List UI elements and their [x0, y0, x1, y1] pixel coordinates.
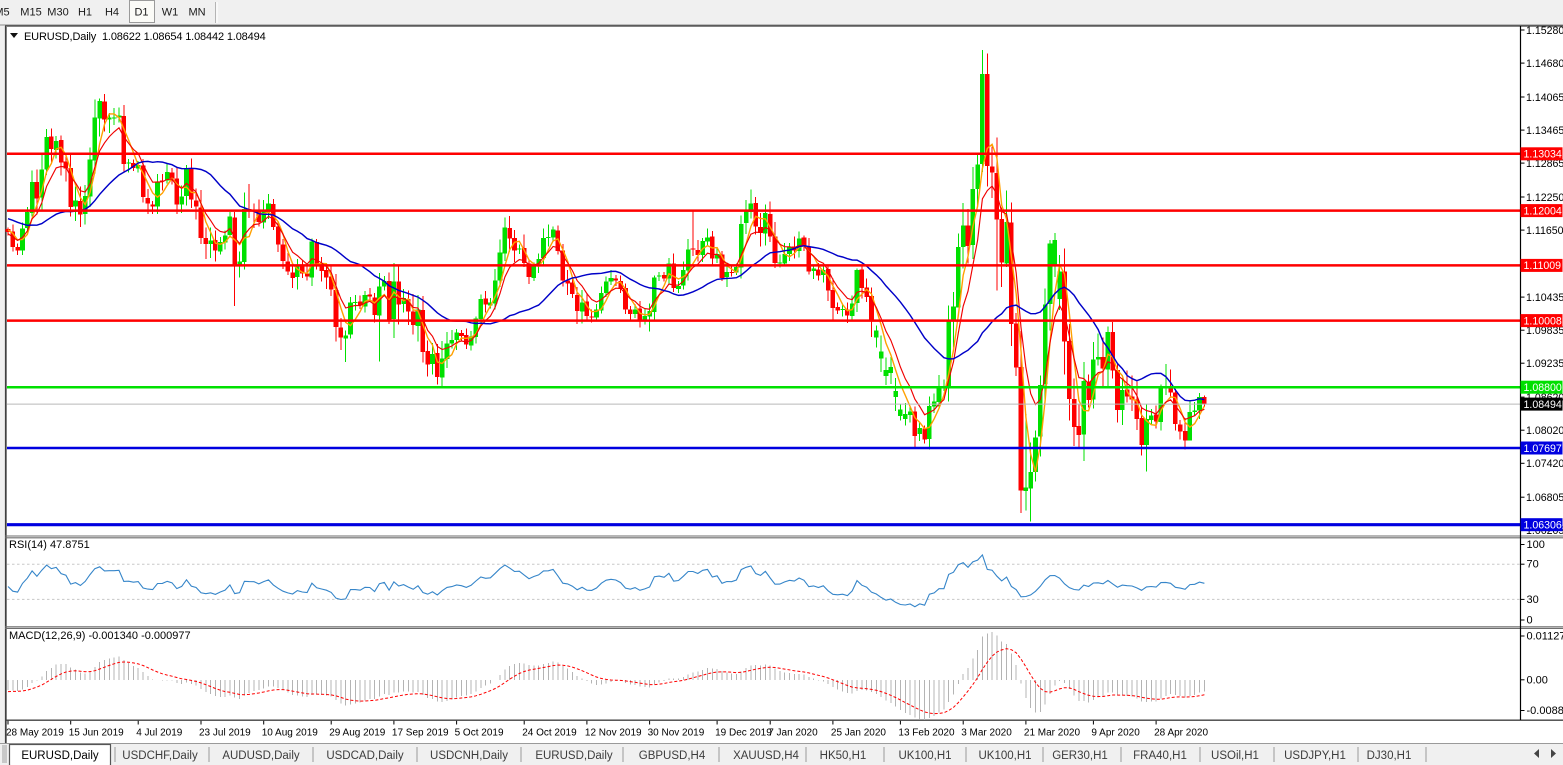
svg-text:USDJPY,H1: USDJPY,H1 — [1284, 750, 1346, 762]
svg-text:19 Dec 2019: 19 Dec 2019 — [715, 728, 772, 739]
svg-text:0: 0 — [1527, 615, 1533, 627]
svg-text:12 Nov 2019: 12 Nov 2019 — [585, 728, 642, 739]
svg-text:7 Jan 2020: 7 Jan 2020 — [768, 728, 818, 739]
svg-text:USDCNH,Daily: USDCNH,Daily — [430, 750, 508, 762]
svg-text:5 Oct 2019: 5 Oct 2019 — [455, 728, 504, 739]
svg-text:-0.008845: -0.008845 — [1527, 705, 1563, 717]
svg-text:1.07420: 1.07420 — [1526, 458, 1563, 470]
svg-text:USOil,H1: USOil,H1 — [1211, 750, 1259, 762]
svg-text:H1: H1 — [78, 7, 92, 19]
svg-text:HK50,H1: HK50,H1 — [820, 750, 867, 762]
svg-text:1.06805: 1.06805 — [1526, 492, 1563, 504]
svg-text:100: 100 — [1527, 539, 1545, 551]
svg-text:1.08494: 1.08494 — [1524, 399, 1562, 411]
svg-text:1.14065: 1.14065 — [1526, 92, 1563, 104]
svg-text:17 Sep 2019: 17 Sep 2019 — [392, 728, 449, 739]
svg-text:1.12250: 1.12250 — [1526, 192, 1563, 204]
svg-text:1.08800: 1.08800 — [1524, 382, 1562, 394]
svg-text:0.00: 0.00 — [1527, 674, 1548, 686]
svg-text:1.09835: 1.09835 — [1526, 325, 1563, 337]
svg-text:1.12865: 1.12865 — [1526, 158, 1563, 170]
svg-text:1.13465: 1.13465 — [1526, 125, 1563, 137]
svg-text:W1: W1 — [162, 7, 179, 19]
svg-text:21 Mar 2020: 21 Mar 2020 — [1024, 728, 1081, 739]
svg-text:1.10435: 1.10435 — [1526, 292, 1563, 304]
svg-text:MN: MN — [188, 7, 205, 19]
svg-text:10 Aug 2019: 10 Aug 2019 — [262, 728, 319, 739]
svg-text:1.08020: 1.08020 — [1526, 425, 1563, 437]
svg-text:24 Oct 2019: 24 Oct 2019 — [522, 728, 577, 739]
svg-text:D1: D1 — [134, 7, 148, 19]
svg-text:1.13034: 1.13034 — [1524, 149, 1562, 161]
svg-text:1.14680: 1.14680 — [1526, 58, 1563, 70]
svg-text:1.11650: 1.11650 — [1526, 225, 1563, 237]
svg-text:DJ30,H1: DJ30,H1 — [1367, 750, 1412, 762]
svg-text:H4: H4 — [105, 7, 119, 19]
svg-text:XAUUSD,H4: XAUUSD,H4 — [733, 750, 799, 762]
svg-text:MACD(12,26,9) -0.001340 -0.000: MACD(12,26,9) -0.001340 -0.000977 — [9, 630, 191, 642]
svg-text:1.15280: 1.15280 — [1526, 25, 1563, 37]
svg-text:1.06306: 1.06306 — [1524, 520, 1562, 532]
svg-text:M30: M30 — [47, 7, 68, 19]
svg-text:GBPUSD,H4: GBPUSD,H4 — [639, 750, 706, 762]
svg-text:70: 70 — [1527, 559, 1539, 571]
svg-text:EURUSD,Daily: EURUSD,Daily — [535, 750, 613, 762]
svg-text:UK100,H1: UK100,H1 — [898, 750, 951, 762]
svg-text:EURUSD,Daily 1.08622 1.08654: EURUSD,Daily 1.08622 1.08654 1.08442 1.0… — [24, 31, 266, 43]
svg-text:USDCHF,Daily: USDCHF,Daily — [122, 750, 198, 762]
svg-text:28 Apr 2020: 28 Apr 2020 — [1154, 728, 1208, 739]
svg-text:M15: M15 — [20, 7, 41, 19]
svg-text:RSI(14) 47.8751: RSI(14) 47.8751 — [9, 539, 90, 551]
svg-text:1.09235: 1.09235 — [1526, 358, 1563, 370]
svg-text:UK100,H1: UK100,H1 — [978, 750, 1031, 762]
svg-text:15 Jun 2019: 15 Jun 2019 — [69, 728, 124, 739]
svg-text:30: 30 — [1527, 594, 1539, 606]
svg-text:3 Mar 2020: 3 Mar 2020 — [961, 728, 1012, 739]
svg-text:AUDUSD,Daily: AUDUSD,Daily — [222, 750, 300, 762]
svg-text:1.11009: 1.11009 — [1524, 260, 1562, 272]
svg-text:EURUSD,Daily: EURUSD,Daily — [21, 750, 99, 762]
svg-text:13 Feb 2020: 13 Feb 2020 — [898, 728, 955, 739]
svg-text:29 Aug 2019: 29 Aug 2019 — [329, 728, 386, 739]
svg-text:1.10008: 1.10008 — [1524, 315, 1562, 327]
svg-text:1.07697: 1.07697 — [1524, 443, 1562, 455]
svg-text:23 Jul 2019: 23 Jul 2019 — [199, 728, 251, 739]
svg-text:M5: M5 — [0, 7, 10, 19]
svg-text:1.12004: 1.12004 — [1524, 205, 1562, 217]
svg-text:USDCAD,Daily: USDCAD,Daily — [326, 750, 404, 762]
svg-text:9 Apr 2020: 9 Apr 2020 — [1091, 728, 1140, 739]
svg-text:4 Jul 2019: 4 Jul 2019 — [136, 728, 183, 739]
svg-text:25 Jan 2020: 25 Jan 2020 — [831, 728, 886, 739]
svg-text:0.011277: 0.011277 — [1527, 631, 1563, 643]
svg-text:30 Nov 2019: 30 Nov 2019 — [648, 728, 705, 739]
svg-text:FRA40,H1: FRA40,H1 — [1133, 750, 1187, 762]
svg-text:28 May 2019: 28 May 2019 — [6, 728, 64, 739]
svg-text:GER30,H1: GER30,H1 — [1052, 750, 1108, 762]
